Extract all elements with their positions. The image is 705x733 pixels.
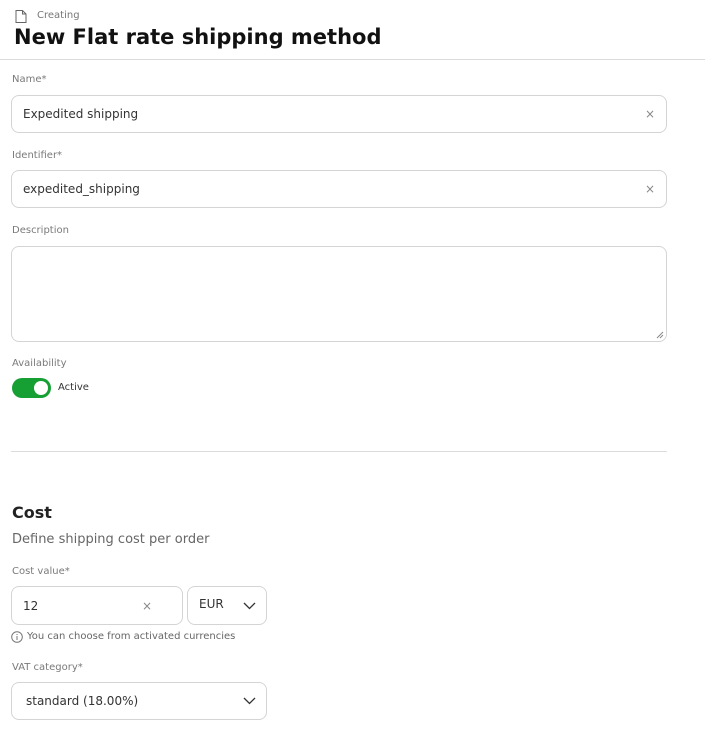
document-icon: [15, 10, 27, 23]
chevron-down-icon: [243, 697, 256, 705]
toggle-knob: [34, 381, 48, 395]
chevron-down-icon: [243, 602, 256, 609]
toggle-label: Active: [58, 382, 89, 393]
vat-select[interactable]: standard (18.00%): [11, 682, 267, 720]
identifier-value: expedited_shipping: [23, 182, 140, 196]
name-label: Name*: [12, 74, 47, 85]
currency-hint: You can choose from activated currencies: [27, 631, 236, 642]
vat-label: VAT category*: [12, 662, 83, 673]
clear-icon[interactable]: ×: [644, 182, 655, 196]
cost-value-input[interactable]: 12 ×: [11, 586, 183, 625]
cost-value-label: Cost value*: [12, 566, 70, 577]
description-label: Description: [12, 225, 69, 236]
clear-icon[interactable]: ×: [141, 598, 152, 613]
description-textarea[interactable]: [11, 246, 667, 342]
name-value: Expedited shipping: [23, 107, 139, 121]
name-input[interactable]: Expedited shipping ×: [11, 95, 667, 133]
cost-subtitle: Define shipping cost per order: [12, 532, 210, 547]
cost-title: Cost: [12, 503, 52, 522]
identifier-input[interactable]: expedited_shipping ×: [11, 170, 667, 208]
currency-value: EUR: [199, 596, 224, 611]
cost-value: 12: [23, 598, 39, 613]
page-title: New Flat rate shipping method: [14, 25, 382, 49]
header-divider: [0, 59, 705, 60]
info-icon: [11, 631, 23, 643]
breadcrumb: Creating: [37, 10, 80, 21]
clear-icon[interactable]: ×: [644, 107, 655, 121]
section-divider: [11, 451, 667, 452]
vat-value: standard (18.00%): [26, 694, 139, 708]
availability-label: Availability: [12, 358, 67, 369]
resize-handle-icon[interactable]: [656, 331, 664, 339]
currency-select[interactable]: EUR: [187, 586, 267, 625]
availability-toggle[interactable]: [12, 378, 51, 398]
identifier-label: Identifier*: [12, 150, 63, 161]
